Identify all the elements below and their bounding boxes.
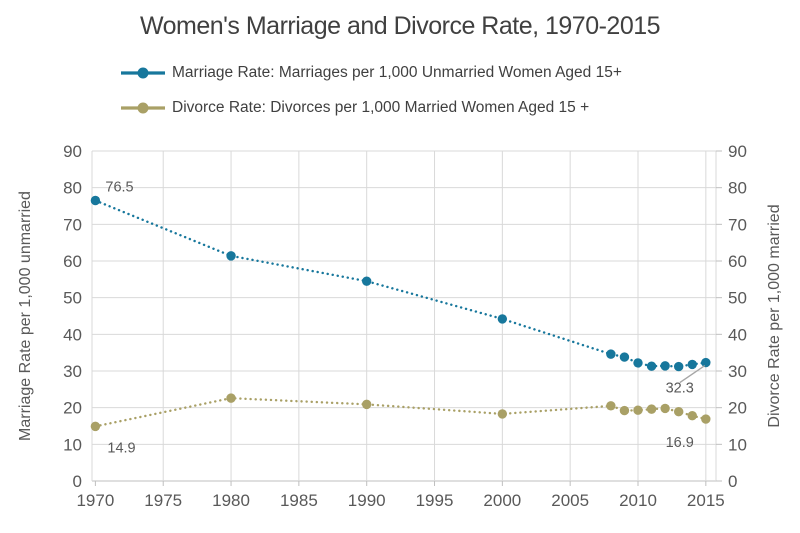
right-y-tick-label: 30 — [728, 362, 747, 381]
legend-label-divorce-rate: Divorce Rate: Divorces per 1,000 Married… — [172, 99, 590, 116]
x-tick-label: 1985 — [280, 491, 318, 510]
divorce-line-marker-icon — [121, 102, 165, 114]
legend: Marriage Rate: Marriages per 1,000 Unmar… — [120, 63, 622, 133]
right-axis-title: Divorce Rate per 1,000 married — [766, 204, 783, 427]
left-y-tick-label: 60 — [63, 252, 82, 271]
marriage-rate-point — [226, 251, 236, 261]
divorce-rate-point — [660, 403, 670, 414]
left-axis-title: Marriage Rate per 1,000 unmarried — [17, 191, 34, 441]
divorce-rate-point — [687, 411, 697, 421]
divorce-rate-point — [226, 393, 236, 403]
divorce-rate-point — [361, 399, 372, 410]
right-y-tick-label: 40 — [728, 325, 747, 344]
right-y-tick-label: 0 — [728, 472, 737, 491]
marriage-rate-point — [673, 361, 684, 372]
x-tick-label: 2000 — [483, 491, 521, 510]
divorce-rate-point — [497, 409, 508, 419]
marriage-rate-line — [94, 199, 708, 368]
marriage-rate-point — [687, 359, 697, 370]
annotation-leader-line — [679, 364, 706, 384]
divorce-rate-point — [673, 407, 684, 417]
left-y-tick-label: 90 — [63, 142, 82, 161]
marriage-rate-point — [633, 358, 643, 368]
left-y-tick-label: 10 — [63, 435, 82, 454]
divorce-rate-point — [701, 414, 711, 424]
marriage-rate-point — [619, 352, 630, 362]
marriage-rate-point — [660, 361, 670, 371]
x-tick-label: 1990 — [348, 491, 386, 510]
left-y-tick-label: 30 — [63, 362, 82, 381]
x-tick-label: 2015 — [687, 491, 725, 510]
marriage-rate-point — [701, 357, 711, 368]
right-y-tick-label: 10 — [728, 435, 747, 454]
x-tick-label: 2005 — [551, 491, 589, 510]
right-y-tick-label: 20 — [728, 399, 747, 418]
marriage-rate-point — [361, 276, 372, 286]
divorce-rate-point — [90, 421, 101, 432]
legend-label-marriage-rate: Marriage Rate: Marriages per 1,000 Unmar… — [172, 64, 622, 81]
x-tick-label: 1970 — [76, 491, 114, 510]
divorce-rate-point — [646, 404, 657, 414]
left-y-tick-label: 50 — [63, 289, 82, 308]
left-y-tick-label: 0 — [73, 472, 82, 491]
x-tick-label: 1995 — [416, 491, 454, 510]
legend-item-marriage-rate: Marriage Rate: Marriages per 1,000 Unmar… — [120, 63, 622, 83]
marriage-line-marker-icon — [121, 67, 165, 79]
x-tick-label: 2010 — [619, 491, 657, 510]
marriage-rate-point — [646, 361, 657, 371]
divorce-rate-point — [633, 405, 643, 415]
right-y-tick-label: 70 — [728, 215, 747, 234]
divorce-rate-point — [619, 405, 630, 416]
x-tick-label: 1975 — [144, 491, 182, 510]
right-y-tick-label: 60 — [728, 252, 747, 271]
data-label: 16.9 — [666, 435, 694, 451]
data-label: 32.3 — [666, 381, 694, 397]
left-y-tick-label: 20 — [63, 399, 82, 418]
left-y-tick-label: 40 — [63, 325, 82, 344]
marriage-rate-point — [90, 195, 101, 206]
left-y-tick-label: 70 — [63, 215, 82, 234]
divorce-rate-line — [94, 396, 708, 428]
x-tick-label: 1980 — [212, 491, 250, 510]
right-y-tick-label: 50 — [728, 289, 747, 308]
right-y-tick-label: 80 — [728, 179, 747, 198]
left-y-tick-label: 80 — [63, 179, 82, 198]
marriage-rate-point — [606, 349, 616, 359]
data-label: 14.9 — [107, 440, 135, 456]
data-label: 76.5 — [105, 180, 133, 196]
chart-title: Women's Marriage and Divorce Rate, 1970-… — [139, 12, 661, 40]
legend-item-divorce-rate: Divorce Rate: Divorces per 1,000 Married… — [120, 98, 622, 118]
chart-plot-area: 1970 1975 1980 1985 1990 1995 2000 2005 2010 2015… — [17, 142, 783, 510]
right-y-tick-label: 90 — [728, 142, 747, 161]
divorce-rate-point — [606, 401, 616, 411]
marriage-rate-point — [497, 314, 508, 324]
